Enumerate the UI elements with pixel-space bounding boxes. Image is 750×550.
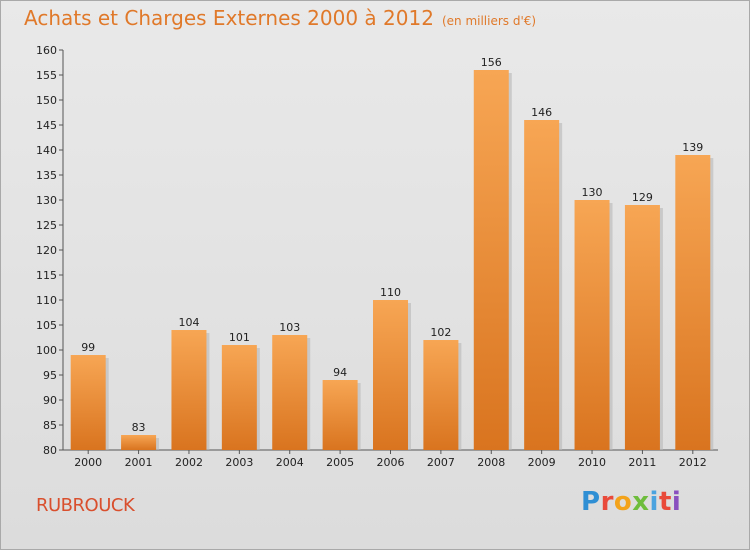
y-tick-label: 130: [36, 194, 57, 207]
x-tick-label: 2010: [578, 456, 606, 469]
bar: [624, 205, 660, 450]
bar: [171, 330, 207, 450]
logo-letter: i: [671, 487, 682, 517]
data-label: 130: [582, 186, 603, 199]
value-labels: 99 83 104 101 103 94 110 102 156 146 130 129 139: [81, 56, 703, 434]
data-label: 146: [531, 106, 552, 119]
y-tick-label: 85: [43, 419, 57, 432]
logo-letter: P: [581, 487, 601, 517]
chart-title-text: Achats et Charges Externes 2000 à 2012: [24, 6, 434, 30]
y-tick-label: 110: [36, 294, 57, 307]
x-tick-label: 2003: [225, 456, 253, 469]
data-label: 101: [229, 331, 250, 344]
bar: [675, 155, 711, 450]
y-tick-label: 145: [36, 119, 57, 132]
commune-name: RUBROUCK: [36, 495, 135, 516]
logo-letter: t: [658, 487, 672, 517]
data-label: 83: [132, 421, 146, 434]
data-label: 110: [380, 286, 401, 299]
data-label: 102: [430, 326, 451, 339]
bar: [272, 335, 308, 450]
x-tick-label: 2011: [628, 456, 656, 469]
y-tick-label: 120: [36, 244, 57, 257]
logo-letter: r: [600, 487, 614, 517]
x-tick-label: 2005: [326, 456, 354, 469]
y-tick-label: 80: [43, 444, 57, 457]
logo-letter: x: [632, 487, 650, 517]
logo-letter: o: [613, 487, 633, 517]
y-tick-label: 125: [36, 219, 57, 232]
x-tick-label: 2002: [175, 456, 203, 469]
bar: [423, 340, 459, 450]
bar: [473, 70, 509, 450]
chart-title: Achats et Charges Externes 2000 à 2012 (e…: [24, 6, 536, 30]
data-label: 94: [333, 366, 347, 379]
y-tick-label: 135: [36, 169, 57, 182]
data-label: 139: [682, 141, 703, 154]
y-tick-label: 140: [36, 144, 57, 157]
bar: [373, 300, 408, 450]
bar: [221, 345, 257, 450]
y-tick-label: 155: [36, 69, 57, 82]
x-tick-label: 2004: [276, 456, 304, 469]
logo-letter: i: [649, 487, 659, 517]
data-label: 103: [279, 321, 300, 334]
bar: [121, 435, 157, 450]
y-tick-label: 90: [43, 394, 57, 407]
y-tick-label: 115: [36, 269, 57, 282]
y-tick-label: 100: [36, 344, 57, 357]
data-label: 156: [481, 56, 502, 69]
bar: [524, 120, 560, 450]
data-label: 104: [178, 316, 199, 329]
y-tick-label: 160: [36, 44, 57, 57]
x-tick-label: 2009: [528, 456, 556, 469]
bar: [70, 355, 106, 450]
x-tick-label: 2001: [125, 456, 153, 469]
x-tick-label: 2006: [377, 456, 405, 469]
bar: [322, 380, 358, 450]
x-tick-label: 2008: [477, 456, 505, 469]
y-tick-label: 150: [36, 94, 57, 107]
x-tick-label: 2012: [679, 456, 707, 469]
proxiti-logo: Proxiti: [581, 487, 681, 517]
chart-subtitle: (en milliers d'€): [441, 14, 537, 28]
bar: [574, 200, 610, 450]
y-tick-label: 95: [43, 369, 57, 382]
y-tick-label: 105: [36, 319, 57, 332]
x-tick-label: 2000: [74, 456, 102, 469]
data-label: 99: [81, 341, 95, 354]
bars: [70, 70, 714, 450]
data-label: 129: [632, 191, 653, 204]
x-tick-label: 2007: [427, 456, 455, 469]
